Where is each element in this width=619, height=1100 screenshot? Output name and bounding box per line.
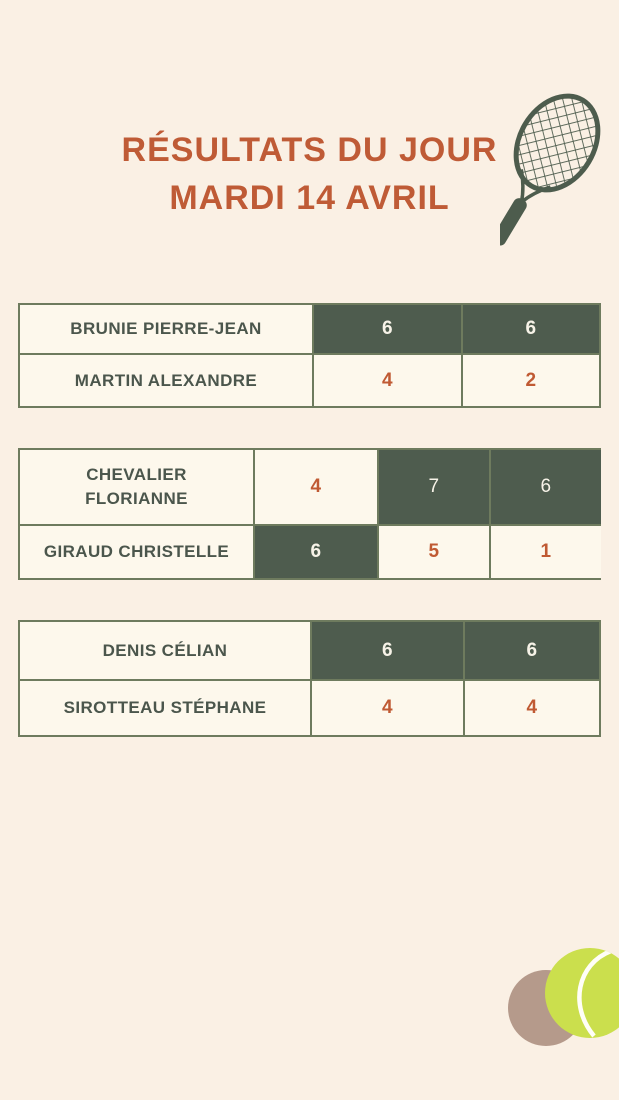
set-score: 6 <box>310 541 322 562</box>
page-title-line1: RÉSULTATS DU JOUR <box>121 131 498 169</box>
set-score-cell: 6 <box>491 450 601 524</box>
set-score-cell: 7 <box>379 450 489 524</box>
tennis-ball-icon <box>545 948 619 1038</box>
player-name-cell: GIRAUD CHRISTELLE <box>20 526 253 578</box>
player-name: DENIS CÉLIAN <box>102 640 228 660</box>
set-score-cell: 1 <box>491 526 601 578</box>
set-score: 4 <box>381 369 394 391</box>
set-score: 6 <box>526 639 538 661</box>
set-score: 7 <box>428 476 440 497</box>
player-name-cell: BRUNIE PIERRE-JEAN <box>20 305 312 353</box>
set-score: 1 <box>540 541 552 562</box>
tennis-racket-icon <box>500 93 601 246</box>
set-score: 2 <box>525 369 537 391</box>
player-name: BRUNIE PIERRE-JEAN <box>70 319 262 338</box>
player-name: CHEVALIER FLORIANNE <box>85 465 188 508</box>
player-name: SIROTTEAU STÉPHANE <box>63 698 267 717</box>
set-score-cell: 6 <box>465 622 599 679</box>
set-score: 6 <box>381 639 394 661</box>
match-table-1: BRUNIE PIERRE-JEAN 6 6 MARTIN ALEXANDRE … <box>18 303 601 408</box>
player-name-cell: MARTIN ALEXANDRE <box>20 355 312 406</box>
player-name: GIRAUD CHRISTELLE <box>43 542 230 561</box>
set-score-cell: 4 <box>312 681 463 735</box>
match-table-2: CHEVALIER FLORIANNE 4 7 6 GIRAUD CHRISTE… <box>18 448 601 580</box>
page-title: RÉSULTATS DU JOUR MARDI 14 AVRIL <box>0 126 619 222</box>
set-score: 4 <box>381 697 394 718</box>
player-name-cell: SIROTTEAU STÉPHANE <box>20 681 310 735</box>
set-score-cell: 6 <box>312 622 463 679</box>
set-score-cell: 5 <box>379 526 489 578</box>
set-score-cell: 4 <box>465 681 599 735</box>
set-score-cell: 6 <box>463 305 599 353</box>
set-score: 4 <box>526 697 538 718</box>
set-score: 4 <box>310 476 322 497</box>
set-score: 6 <box>525 318 537 339</box>
set-score: 6 <box>381 318 394 339</box>
page-title-line2: MARDI 14 AVRIL <box>169 179 450 217</box>
set-score: 6 <box>540 476 552 497</box>
set-score: 5 <box>428 541 440 562</box>
player-name-cell: DENIS CÉLIAN <box>20 622 310 679</box>
player-name-cell: CHEVALIER FLORIANNE <box>20 450 253 524</box>
set-score-cell: 2 <box>463 355 599 406</box>
set-score-cell: 4 <box>255 450 377 524</box>
set-score-cell: 6 <box>255 526 377 578</box>
player-name: MARTIN ALEXANDRE <box>74 370 258 390</box>
set-score-cell: 6 <box>314 305 461 353</box>
set-score-cell: 4 <box>314 355 461 406</box>
match-table-3: DENIS CÉLIAN 6 6 SIROTTEAU STÉPHANE 4 4 <box>18 620 601 737</box>
